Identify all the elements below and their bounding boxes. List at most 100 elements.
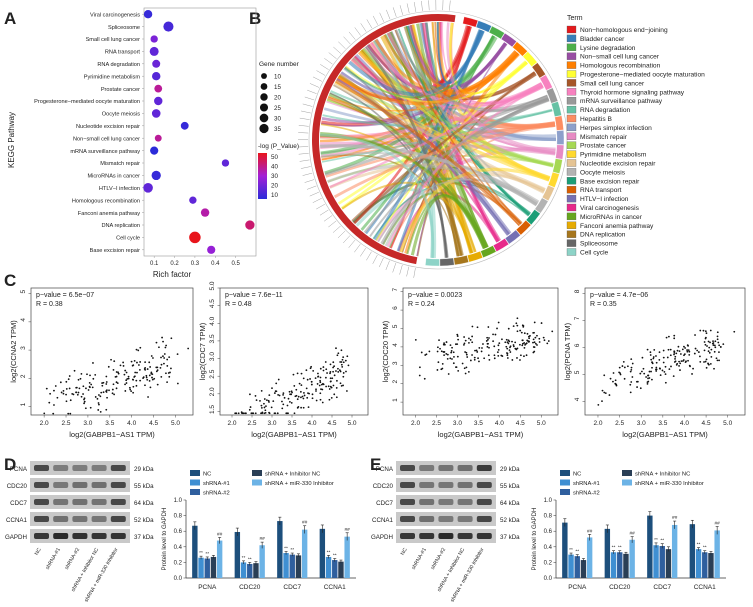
panel-c-point [67,378,70,381]
panel-c-point [166,365,169,367]
panel-c-point [519,359,521,361]
panel-label-c: C [4,271,16,290]
panel-c-xtick-label: 5.0 [347,420,356,427]
panel-e-significance-mark: ** [618,545,622,551]
panel-d-significance-mark: ## [217,531,223,537]
panel-c-point [108,389,110,392]
panel-d-ytick-label: 0.6 [174,529,183,535]
panel-b-gene-tick [316,70,326,76]
panel-c-point [332,370,334,373]
panel-c-point [59,381,62,384]
panel-c-point [506,341,509,344]
panel-e-legend-swatch [622,479,632,486]
panel-c-point [170,337,173,340]
panel-c-point [509,351,512,353]
panel-c-point [464,339,467,342]
panel-b-chord-link [343,35,495,99]
panel-b-legend-label: MicroRNAs in cancer [580,214,643,221]
panel-c-point [650,370,652,373]
panel-e-lane-label: shRNA + miR-330 Inhibitor [450,547,486,604]
panel-c-point [311,397,314,400]
panel-c-point [438,339,440,342]
panel-c-point [651,366,653,369]
panel-c-point [641,370,643,373]
panel-c-point [678,365,680,367]
panel-c-point [670,365,672,368]
panel-b-gene-tick [328,52,337,59]
panel-c-point [342,375,345,378]
panel-c-point [45,387,48,390]
panel-b-gene-tick [428,0,430,11]
panel-e-significance-mark: ** [575,549,579,555]
panel-e-bar [623,553,629,578]
panel-e-bar-chart: 0.0 0.2 0.4 0.6 0.8 1.0 Protein level to GAPDH… [532,470,726,591]
panel-c-point [319,379,322,382]
panel-c-point [669,348,672,351]
panel-b-category-segment [475,20,492,33]
panel-e-blot-band [419,516,435,522]
panel-b-chord-link [320,133,435,258]
panel-c-point [511,359,514,361]
panel-d-bar-chart: 0.0 0.2 0.4 0.6 0.8 1.0 Protein level to GAPDH… [162,470,356,591]
panel-e-lane-label: shRNA-#2 [430,547,447,571]
panel-e-bar [629,539,635,578]
panel-d-bar [295,555,302,578]
panel-c-point [673,334,676,337]
panel-c-point [163,353,166,355]
panel-c-ytick-label: 3 [20,346,27,350]
panel-d-blot-band [91,533,107,539]
panel-c-point [131,364,134,367]
panel-e-bar [604,528,611,578]
panel-c-point [97,402,100,404]
panel-b-chord-link [353,71,536,224]
panel-c-point [125,382,128,384]
panel-c-point [645,376,647,378]
panel-c-point [297,395,300,398]
panel-c-point [119,364,122,367]
panel-a-axes: Viral carcinogenesis Spliceosome Small cel… [34,7,257,267]
panel-c-point [306,396,309,399]
panel-d-bar [253,563,259,578]
panel-d-legend-swatch [252,470,262,476]
panel-c-point [113,360,116,363]
panel-c-point [160,356,162,359]
panel-c-point [337,371,340,373]
panel-b-chord-link [365,45,448,258]
panel-c-point [551,330,554,333]
panel-c-point [90,383,93,386]
panel-c-point [521,344,524,347]
panel-c-point [310,365,313,368]
panel-c-frame [219,287,369,416]
panel-c-point [449,344,452,347]
panel-b-gene-tick [298,125,309,127]
panel-c-point [686,349,689,351]
panel-b-gene-tick [406,3,410,14]
panel-c-point [493,354,496,357]
panel-c-point [319,381,322,384]
panel-c-point [340,363,343,366]
panel-c-point [132,391,135,394]
panel-c-point [642,367,645,370]
panel-c-point [471,325,474,328]
panel-d-legend-swatch [190,489,200,495]
panel-c-point [298,382,301,385]
panel-c-point [666,356,669,359]
panel-c-point [347,364,350,367]
panel-c-point [446,353,449,356]
panel-c-point [428,350,431,353]
panel-c-point [687,359,689,362]
panel-c-point [523,342,526,344]
panel-a-point [150,146,159,155]
panel-c-point [468,337,470,340]
panel-c-point [320,383,323,386]
panel-c-point [273,392,276,394]
panel-c-point [263,402,265,405]
panel-c-point [128,386,131,389]
panel-e-protein-label: CCNA1 [372,517,394,524]
panel-b-category-segment [512,41,528,57]
panel-c-point [325,368,328,371]
panel-c-scatter: 2.0 2.5 3.0 3.5 4.0 4.5 5.0 1.5 2.0 2.5 3.0 3.5 4.0 4… [198,281,369,439]
panel-c-point [482,343,484,345]
panel-c-point [418,366,421,369]
panel-c-point [488,358,491,361]
